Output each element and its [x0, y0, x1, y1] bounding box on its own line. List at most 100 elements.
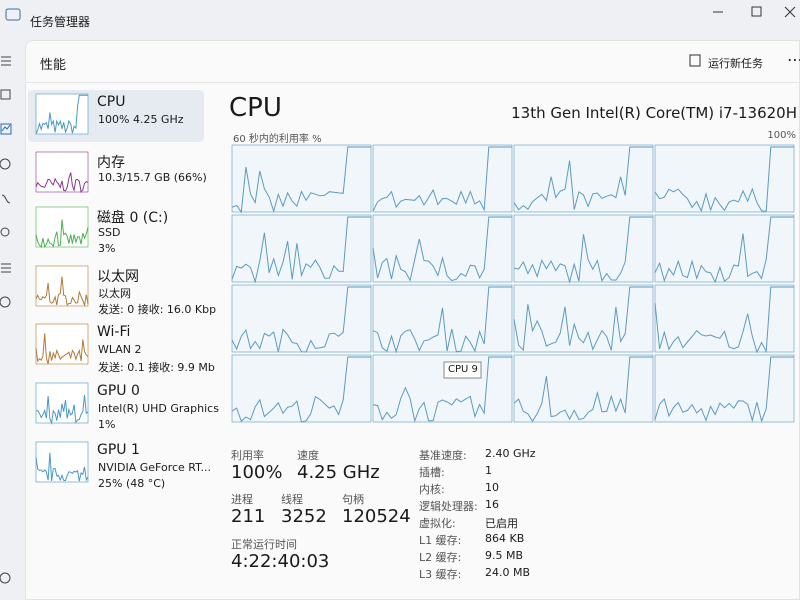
settings-icon[interactable]: [0, 572, 11, 584]
sidebar-item-detail: 3%: [98, 242, 116, 255]
graph-frame: [231, 284, 372, 353]
graph-frame: [231, 214, 372, 283]
graph-line: [35, 172, 89, 194]
sidebar-item-name[interactable]: GPU 1: [97, 442, 140, 458]
graph-line: [513, 286, 653, 352]
sidebar-item-name[interactable]: CPU: [97, 94, 126, 110]
graph-line: [35, 219, 89, 249]
detail-value: 已启用: [485, 517, 518, 530]
stat-value: 4:22:40:03: [231, 551, 330, 572]
graph-line: [372, 286, 512, 354]
sidebar-item-detail: 10.3/15.7 GB (66%): [98, 171, 207, 184]
sidebar-item-detail: Intel(R) UHD Graphics: [98, 402, 219, 415]
stat-label: 进程: [231, 493, 253, 506]
app-icon: [5, 8, 21, 21]
sidebar-item-detail: 发送: 0 接收: 16.0 Kbp: [98, 303, 217, 316]
services-icon[interactable]: [0, 296, 11, 308]
graph-max: 100%: [767, 130, 796, 141]
stat-label: 速度: [297, 449, 319, 462]
graph-frame: [231, 354, 372, 423]
menu-icon[interactable]: [1, 56, 11, 66]
sidebar-item-detail: 100% 4.25 GHz: [98, 113, 184, 126]
stat-value: 100%: [231, 462, 283, 483]
graph-frame: [372, 284, 513, 353]
graph-line: [231, 216, 371, 284]
detail-value: 24.0 MB: [485, 566, 531, 579]
close-button[interactable]: [784, 6, 796, 18]
detail-value: 16: [485, 498, 499, 511]
graph-frame: [35, 382, 89, 424]
users-icon[interactable]: [0, 227, 10, 237]
graph-line: [231, 146, 371, 214]
detail-value: 10: [485, 481, 499, 494]
window-title: 任务管理器: [30, 15, 91, 29]
graph-frame: [513, 214, 654, 283]
sidebar-item-detail: NVIDIA GeForce RT...: [98, 461, 212, 474]
graph-line: [35, 94, 88, 135]
graph-line: [35, 333, 89, 365]
graph-frame: [372, 214, 513, 283]
stat-value: 3252: [281, 506, 327, 527]
stat-value: 211: [231, 506, 266, 527]
run-task-icon[interactable]: [689, 54, 701, 67]
graph-frame: [513, 144, 654, 213]
sidebar-item-name[interactable]: 以太网: [97, 269, 139, 285]
stat-label: 利用率: [231, 449, 264, 462]
nav-icons: [0, 56, 12, 584]
sidebar-item-name[interactable]: Wi-Fi: [97, 324, 131, 340]
graph-line: [513, 216, 653, 284]
page-title: 性能: [40, 58, 67, 73]
processes-icon[interactable]: [0, 89, 11, 100]
graph-line: [231, 356, 371, 423]
detail-label: L1 缓存:: [419, 534, 462, 547]
performance-icon[interactable]: [0, 123, 12, 135]
sidebar-item-detail: 以太网: [98, 287, 131, 300]
graph-line: [654, 356, 794, 423]
stat-label: 正常运行时间: [231, 538, 297, 551]
detail-label: L2 缓存:: [419, 551, 462, 564]
tooltip: CPU 9: [448, 364, 478, 375]
graph-line: [231, 286, 371, 353]
detail-label: L3 缓存:: [419, 568, 462, 581]
graph-line: [654, 216, 794, 284]
graph-frame: [372, 144, 513, 213]
stat-label: 线程: [281, 493, 303, 506]
detail-label: 虚拟化:: [419, 517, 456, 530]
graph-frame: [654, 284, 795, 353]
graph-line: [513, 356, 653, 423]
sidebar-item-detail: 发送: 0.1 接收: 9.9 Mb: [98, 361, 215, 374]
graph-frame: [654, 214, 795, 283]
graph-line: [36, 395, 89, 425]
stat-value: 120524: [342, 506, 411, 527]
tooltip-box: [443, 361, 482, 379]
more-button[interactable]: ⋯: [787, 50, 800, 69]
detail-value: 1: [485, 464, 492, 477]
sidebar-item-detail: 1%: [98, 418, 116, 431]
details-icon[interactable]: [1, 263, 11, 273]
maximize-button[interactable]: [751, 6, 762, 17]
graph-label: 60 秒内的利用率 %: [233, 134, 322, 145]
sidebar-item-name[interactable]: 磁盘 0 (C:): [97, 210, 169, 226]
graph-frame: [231, 144, 372, 213]
cpu-title: CPU: [229, 93, 282, 123]
graph-line: [654, 286, 794, 354]
graph-line: [372, 356, 512, 423]
cpu-model: 13th Gen Intel(R) Core(TM) i7-13620H: [511, 104, 797, 122]
history-icon[interactable]: [0, 158, 11, 170]
sidebar-item-name[interactable]: GPU 0: [97, 383, 140, 399]
detail-value: 864 KB: [485, 532, 525, 545]
graph-line: [372, 216, 512, 282]
graph-frame: [654, 354, 795, 423]
detail-value: 9.5 MB: [485, 549, 524, 562]
detail-value: 2.40 GHz: [485, 447, 536, 460]
graph-line: [513, 146, 653, 211]
detail-label: 逻辑处理器:: [419, 500, 478, 513]
startup-icon[interactable]: [1, 194, 11, 204]
graph-frame: [654, 144, 795, 213]
sidebar-item-detail: SSD: [98, 226, 121, 239]
sidebar-item-name[interactable]: 内存: [97, 155, 125, 171]
graph-line: [35, 276, 89, 308]
sidebar-item-detail: 25% (48 °C): [98, 477, 166, 490]
run-task-button[interactable]: 运行新任务: [708, 57, 763, 70]
graph-line: [35, 452, 89, 482]
